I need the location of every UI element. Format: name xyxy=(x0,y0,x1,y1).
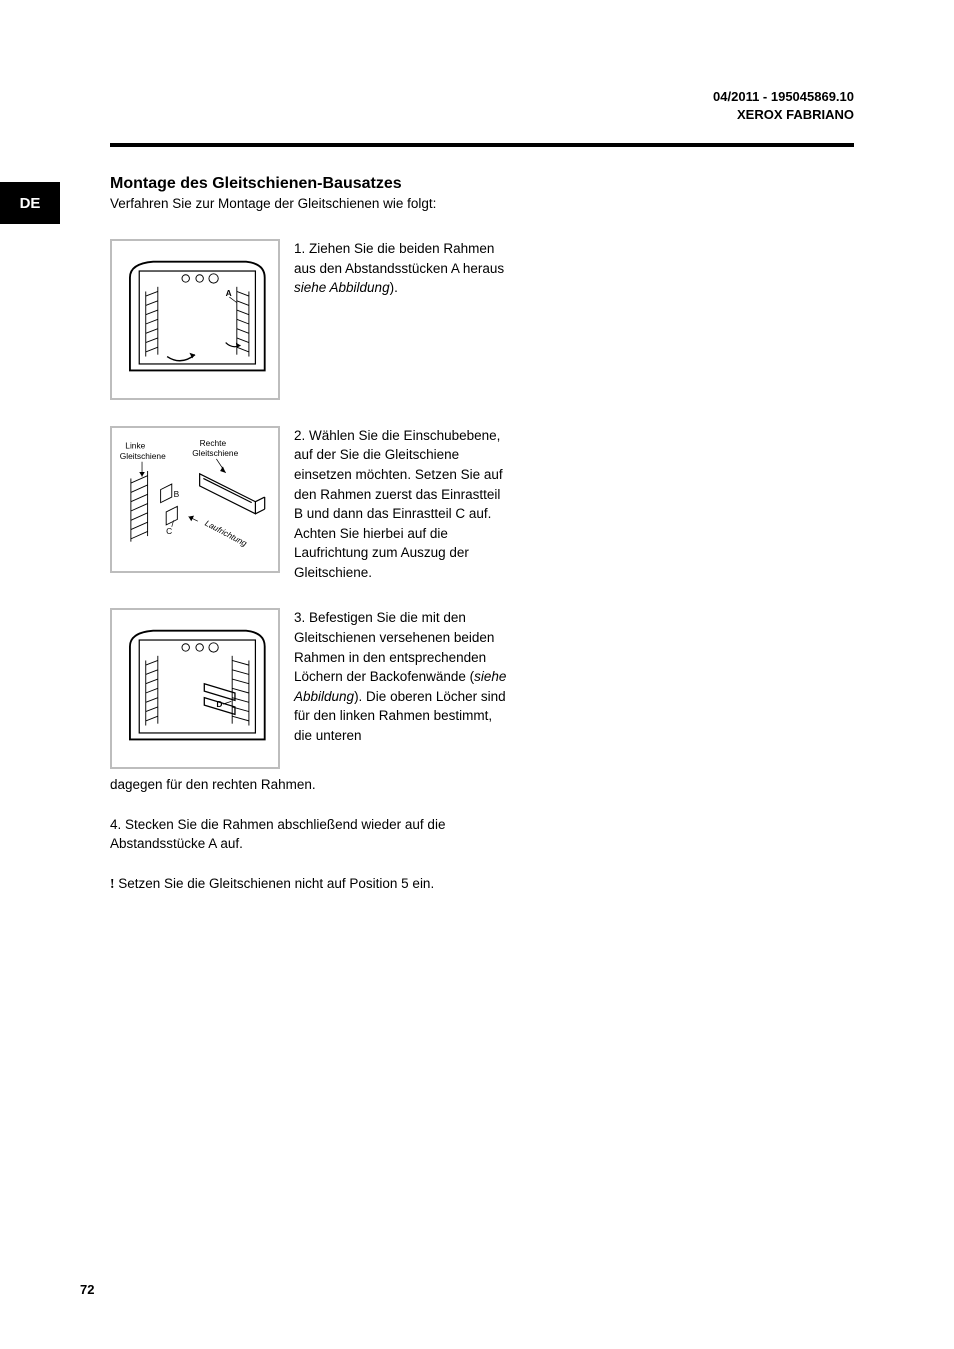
step1-a: 1. Ziehen Sie die beiden Rahmen aus den … xyxy=(294,241,504,276)
fig2-left-bottom: Gleitschiene xyxy=(120,451,166,461)
section-title: Montage des Gleitschienen-Bausatzes xyxy=(110,175,510,193)
step-3-block: D 3. Befestigen Sie die mit den Gleitsch… xyxy=(110,608,510,769)
fig2-right-bottom: Gleitschiene xyxy=(192,448,238,458)
header-line-2: XEROX FABRIANO xyxy=(713,106,854,124)
fig2-direction: Laufrichtung xyxy=(203,518,249,549)
step-1-text: 1. Ziehen Sie die beiden Rahmen aus den … xyxy=(294,239,510,298)
figure-2: Linke Gleitschiene Rechte Gleitschiene xyxy=(110,426,280,573)
step-4-text: 4. Stecken Sie die Rahmen abschließend w… xyxy=(110,815,510,854)
step-2-block: Linke Gleitschiene Rechte Gleitschiene xyxy=(110,426,510,583)
figure-1: A xyxy=(110,239,280,400)
fig2-left-top: Linke xyxy=(125,441,145,451)
step1-ital: siehe Abbildung xyxy=(294,280,390,295)
header-line-1: 04/2011 - 195045869.10 xyxy=(713,88,854,106)
fig2-label-b: B xyxy=(174,489,180,499)
step-3-text: 3. Befestigen Sie die mit den Gleitschie… xyxy=(294,608,510,745)
intro-text: Verfahren Sie zur Montage der Gleitschie… xyxy=(110,195,510,213)
fig3-label-d: D xyxy=(216,699,222,709)
fig2-label-c: C xyxy=(166,526,172,536)
fig1-label-a: A xyxy=(226,288,232,298)
warning-text: ! Setzen Sie die Gleitschienen nicht auf… xyxy=(110,874,510,894)
page-number: 72 xyxy=(80,1282,94,1297)
fig2-right-top: Rechte xyxy=(200,438,227,448)
top-rule xyxy=(110,143,854,147)
doc-header: 04/2011 - 195045869.10 XEROX FABRIANO xyxy=(713,88,854,123)
step-1-block: A 1. Ziehen Sie die beiden Rahmen aus de… xyxy=(110,239,510,400)
figure-3: D xyxy=(110,608,280,769)
main-content: Montage des Gleitschienen-Bausatzes Verf… xyxy=(110,175,510,893)
step-3-continuation: dagegen für den rechten Rahmen. xyxy=(110,775,510,795)
language-tab: DE xyxy=(0,182,60,224)
step3-a: 3. Befestigen Sie die mit den Gleitschie… xyxy=(294,610,494,684)
step1-tail: ). xyxy=(390,280,398,295)
step-2-text: 2. Wählen Sie die Einschubebene, auf der… xyxy=(294,426,510,583)
warning-body: Setzen Sie die Gleitschienen nicht auf P… xyxy=(115,876,435,891)
